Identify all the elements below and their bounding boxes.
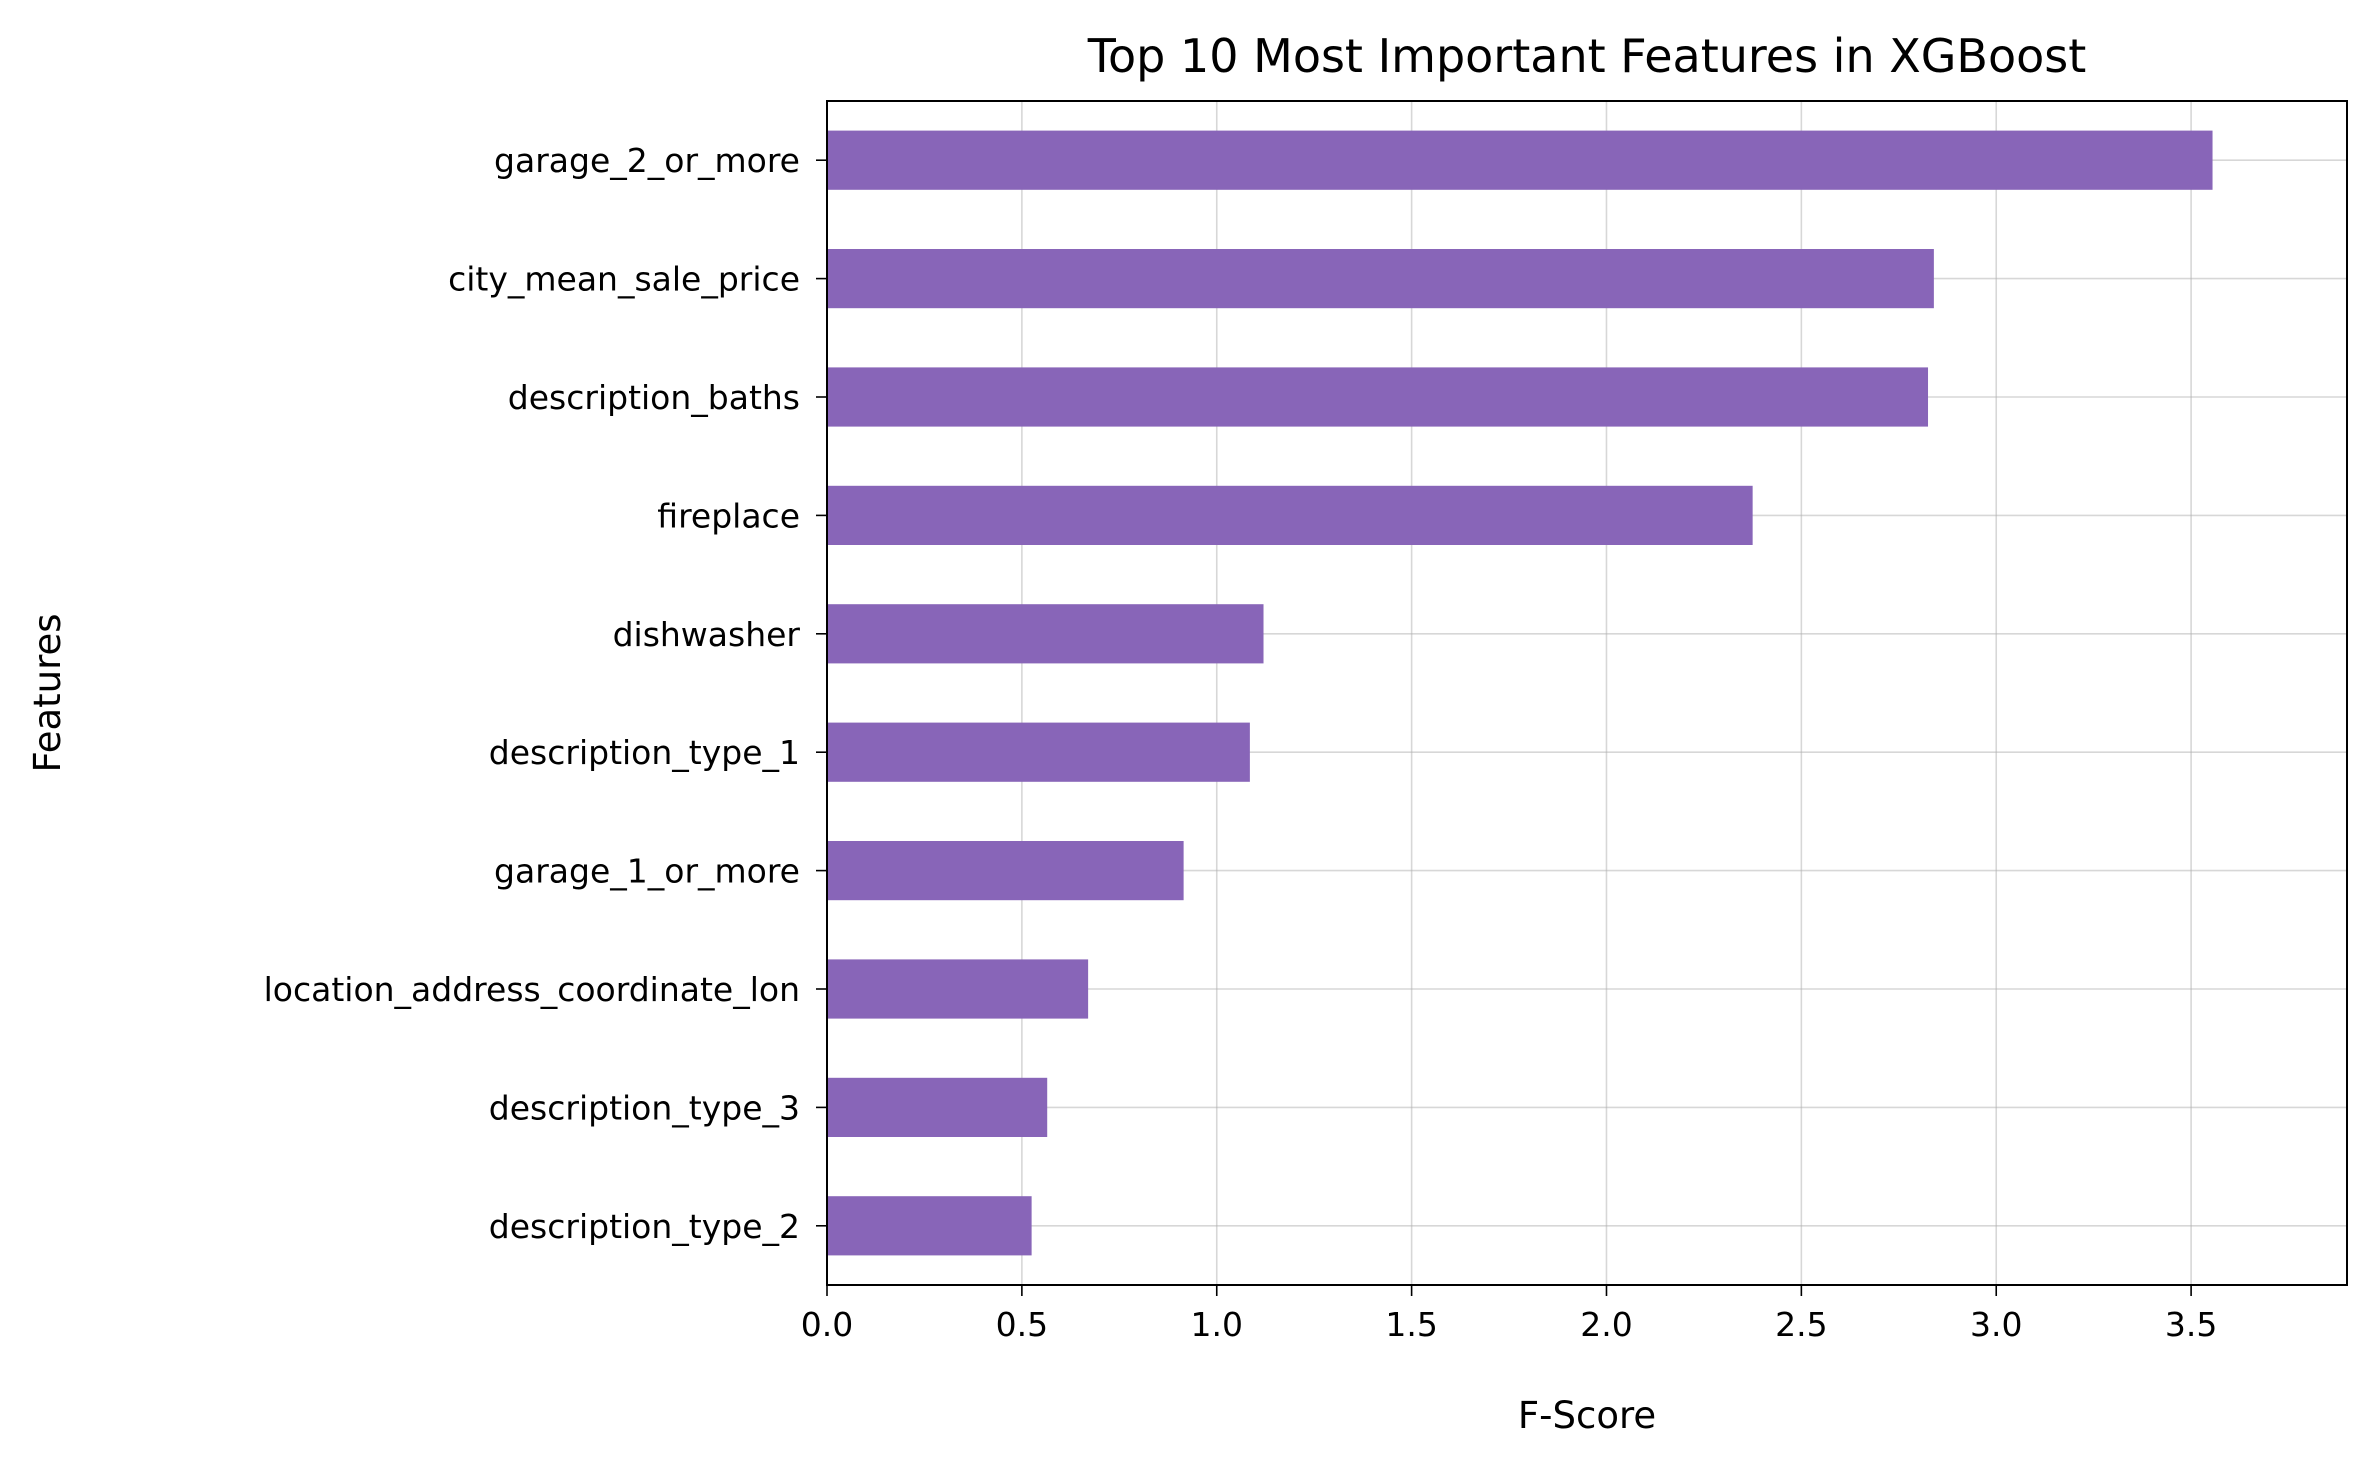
y-tick-label: description_baths <box>508 378 800 417</box>
y-tick-label: dishwasher <box>613 615 801 654</box>
bar-fireplace <box>827 485 1753 545</box>
y-tick-label: location_address_coordinate_lon <box>264 970 800 1009</box>
bar-dishwasher <box>827 604 1264 664</box>
y-tick-label: fireplace <box>657 496 800 535</box>
bars <box>827 130 2213 1256</box>
y-tick-label: description_type_2 <box>489 1207 800 1246</box>
bar-location-address-coordinate-lon <box>827 959 1089 1019</box>
bar-garage-2-or-more <box>827 130 2213 190</box>
bar-city-mean-sale-price <box>827 249 1934 309</box>
x-tick-label: 3.5 <box>2165 1305 2217 1344</box>
x-tick-label: 1.5 <box>1385 1305 1437 1344</box>
bar-description-baths <box>827 367 1929 427</box>
bar-description-type-1 <box>827 722 1250 782</box>
x-tick-label: 0.0 <box>801 1305 853 1344</box>
y-tick-label: city_mean_sale_price <box>448 260 800 299</box>
y-tick-label: garage_1_or_more <box>494 852 800 891</box>
y-tick-label: description_type_3 <box>489 1088 800 1127</box>
plot-area-frame <box>826 100 2348 1286</box>
y-tick-label: garage_2_or_more <box>494 141 800 180</box>
x-axis-label: F-Score <box>1518 1394 1656 1437</box>
ticks: 0.0 0.5 1.0 1.5 2.0 2.5 3.0 3.5 garage_2_or_more… <box>264 141 2218 1344</box>
x-tick-label: 3.0 <box>1970 1305 2022 1344</box>
bar-description-type-3 <box>827 1077 1048 1137</box>
bar-description-type-2 <box>827 1196 1032 1256</box>
x-tick-label: 2.5 <box>1775 1305 1827 1344</box>
x-tick-label: 0.5 <box>996 1305 1048 1344</box>
y-tick-label: description_type_1 <box>489 733 800 772</box>
x-tick-label: 2.0 <box>1580 1305 1632 1344</box>
y-axis-label: Features <box>26 613 69 772</box>
bar-garage-1-or-more <box>827 841 1184 901</box>
chart-title: Top 10 Most Important Features in XGBoos… <box>1087 29 2087 83</box>
x-tick-label: 1.0 <box>1191 1305 1243 1344</box>
